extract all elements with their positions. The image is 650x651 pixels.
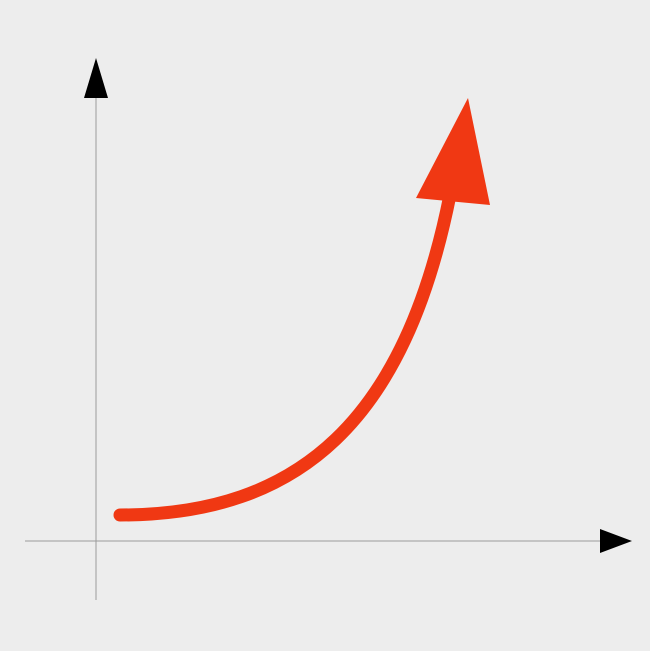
growth-curve [120,195,450,515]
chart-svg [0,0,650,651]
growth-curve-arrowhead-icon [416,98,490,205]
x-axis-arrowhead-icon [600,529,632,553]
y-axis-arrowhead-icon [84,58,108,98]
growth-chart [0,0,650,651]
